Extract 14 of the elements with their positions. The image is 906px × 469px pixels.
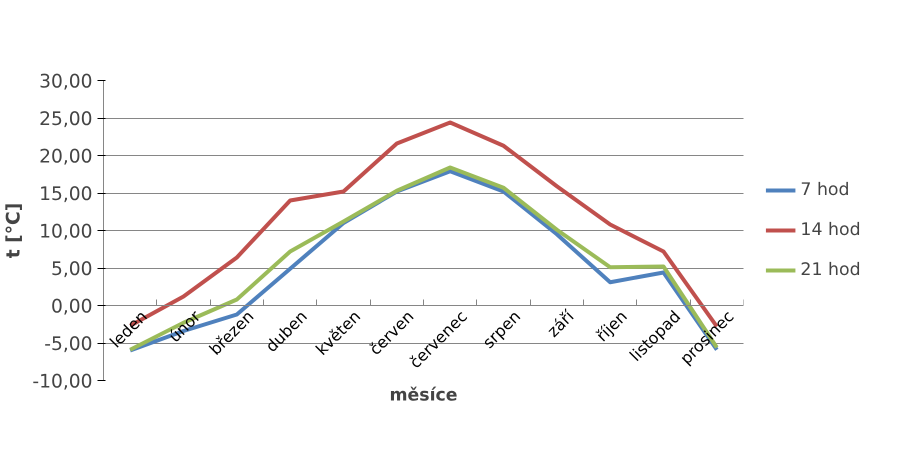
- legend-label: 21 hod: [800, 260, 861, 280]
- y-tick-label: 30,00: [39, 72, 93, 92]
- y-tick-label: 15,00: [39, 184, 93, 205]
- y-tick-label: 20,00: [39, 146, 93, 168]
- y-tick-label: 25,00: [39, 109, 93, 130]
- y-tick-label: -5,00: [44, 334, 93, 355]
- legend-label: 14 hod: [800, 220, 861, 240]
- y-tick-label: 0,00: [50, 296, 93, 318]
- legend-label: 7 hod: [800, 180, 850, 200]
- y-tick-label: 5,00: [50, 259, 93, 280]
- y-tick-label: -10,00: [32, 372, 93, 392]
- y-tick-label: 10,00: [39, 222, 93, 242]
- y-axis-title: t [°C]: [3, 202, 24, 258]
- x-axis-title: měsíce: [389, 386, 458, 406]
